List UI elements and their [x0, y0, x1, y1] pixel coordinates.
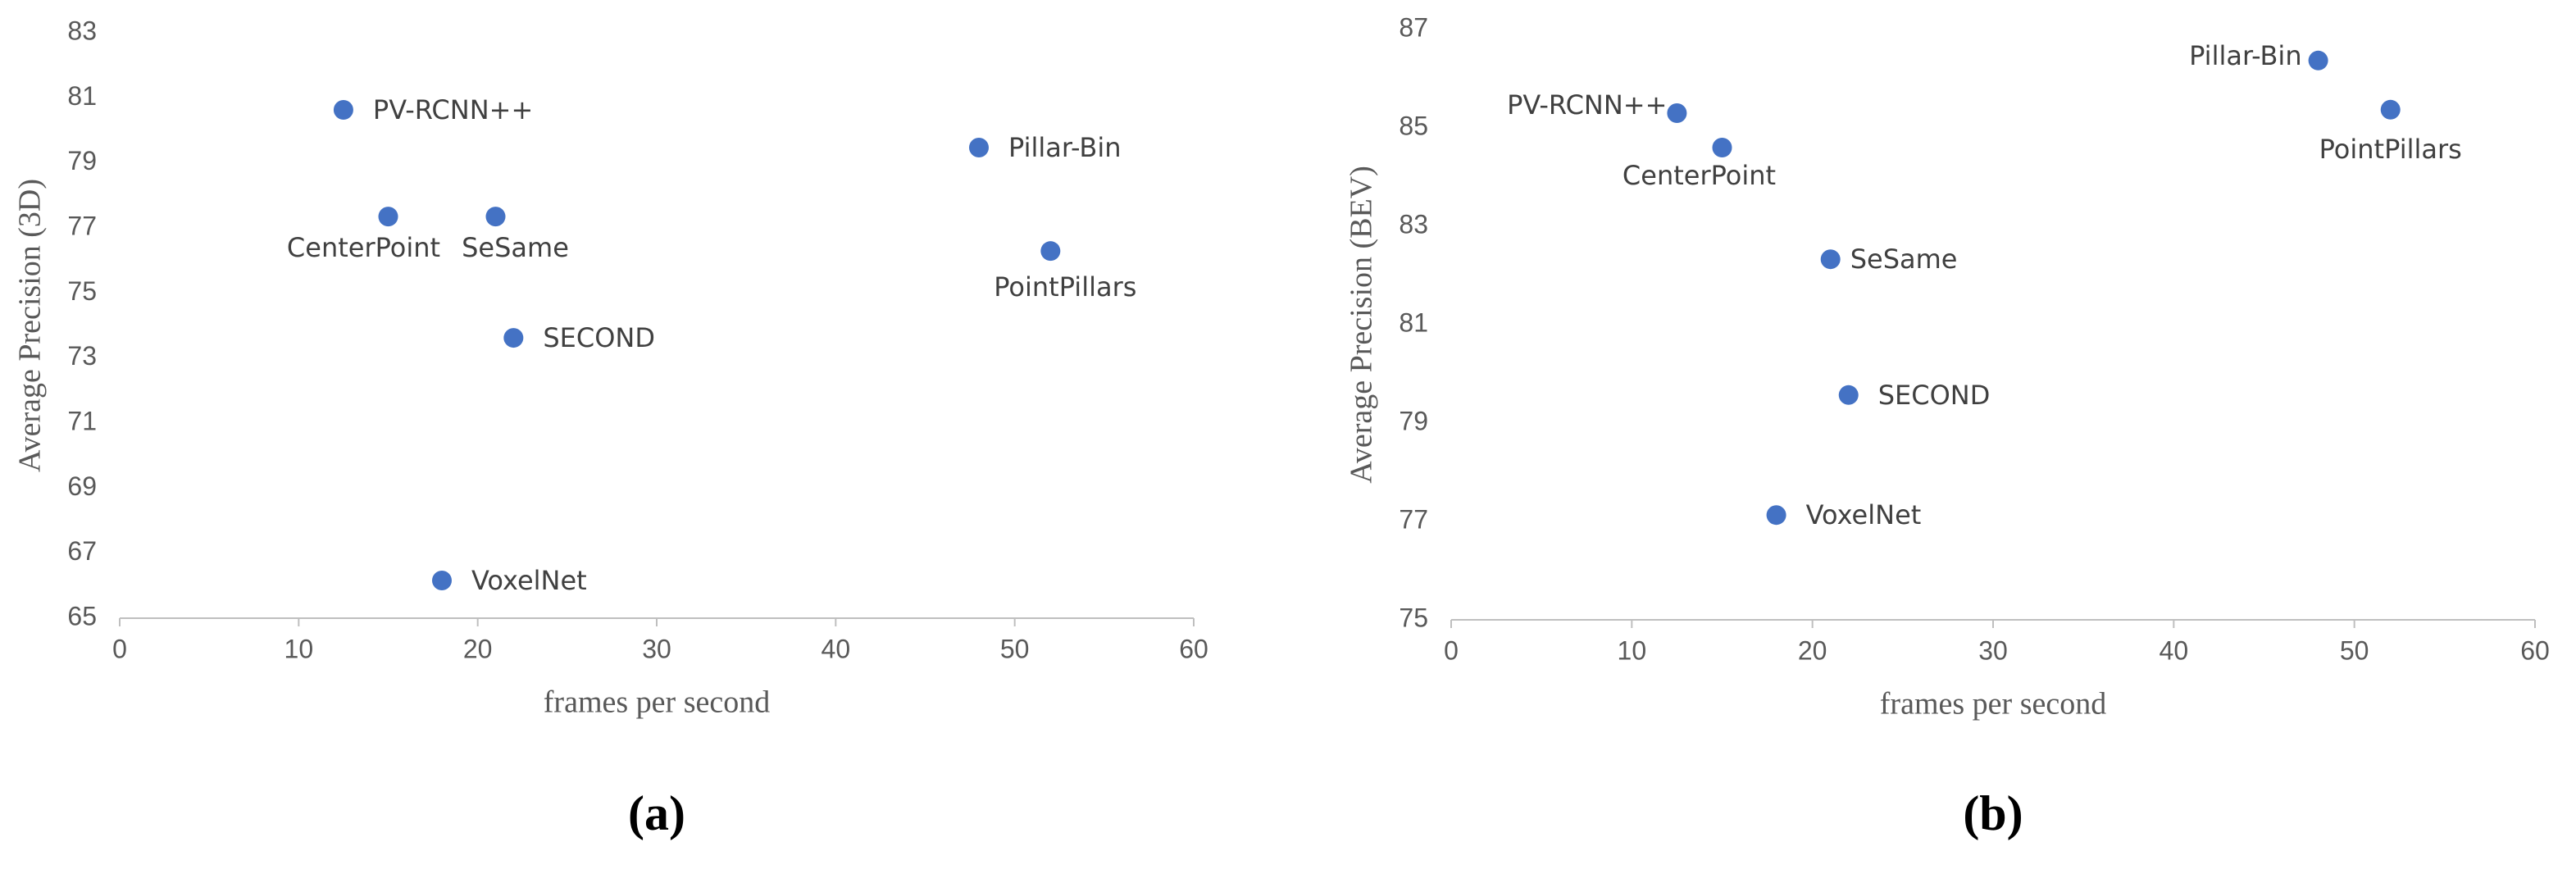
- y-tick-label: 83: [1399, 209, 1428, 239]
- point: [378, 207, 398, 227]
- x-tick-label: 60: [2520, 635, 2550, 665]
- caption: (b): [1963, 786, 2023, 840]
- point-label: SeSame: [1850, 244, 1958, 275]
- point-label: Pillar-Bin: [1008, 132, 1122, 163]
- point-label: CenterPoint: [287, 232, 440, 263]
- point: [432, 570, 452, 590]
- y-tick-label: 75: [67, 276, 97, 306]
- y-tick-label: 71: [67, 406, 97, 435]
- point: [1766, 505, 1786, 526]
- point: [1712, 138, 1732, 157]
- y-axis-title: Average Precision (3D): [13, 179, 48, 472]
- y-tick-label: 79: [67, 146, 97, 175]
- point: [1040, 241, 1061, 262]
- y-tick-label: 73: [67, 341, 97, 371]
- y-axis-title: Average Precision (BEV): [1345, 166, 1379, 484]
- y-tick-label: 81: [1399, 307, 1428, 337]
- point-label: SeSame: [462, 232, 569, 263]
- x-tick-label: 20: [463, 634, 493, 663]
- point-label: VoxelNet: [471, 565, 587, 596]
- point: [1820, 249, 1841, 270]
- y-tick-label: 67: [67, 536, 97, 566]
- x-tick-label: 0: [1444, 635, 1459, 665]
- y-tick-label: 77: [67, 211, 97, 240]
- point-label: VoxelNet: [1806, 499, 1922, 530]
- y-tick-label: 69: [67, 471, 97, 501]
- x-tick-label: 40: [821, 634, 851, 663]
- x-tick-label: 10: [284, 634, 314, 663]
- point: [485, 207, 506, 227]
- point: [333, 100, 353, 121]
- x-tick-label: 30: [1978, 635, 2008, 665]
- x-tick-label: 60: [1179, 634, 1208, 663]
- x-tick-label: 20: [1798, 635, 1827, 665]
- x-axis-title: frames per second: [1880, 687, 2106, 722]
- x-tick-label: 10: [1618, 635, 1647, 665]
- point-label: PointPillars: [2319, 134, 2462, 165]
- y-tick-label: 81: [67, 81, 97, 111]
- y-tick-label: 65: [67, 601, 97, 630]
- point: [969, 138, 989, 158]
- point-label: PointPillars: [994, 271, 1136, 303]
- x-axis-title: frames per second: [544, 685, 770, 720]
- y-tick-label: 85: [1399, 111, 1428, 140]
- y-tick-label: 79: [1399, 406, 1428, 435]
- point-label: Pillar-Bin: [2189, 40, 2302, 71]
- x-tick-label: 50: [2340, 635, 2369, 665]
- y-tick-label: 87: [1399, 12, 1428, 42]
- x-tick-label: 40: [2160, 635, 2189, 665]
- point-label: SECOND: [543, 322, 655, 353]
- y-tick-label: 83: [67, 16, 97, 45]
- caption: (a): [628, 786, 685, 840]
- point-label: SECOND: [1878, 380, 1991, 411]
- x-tick-label: 30: [642, 634, 671, 663]
- point-label: PV-RCNN++: [1507, 89, 1667, 121]
- x-tick-label: 0: [112, 634, 127, 663]
- y-tick-label: 77: [1399, 504, 1428, 534]
- x-tick-label: 50: [1000, 634, 1030, 663]
- point: [2308, 50, 2328, 71]
- point: [503, 328, 524, 348]
- point: [2380, 99, 2401, 120]
- point: [1667, 103, 1687, 123]
- y-tick-label: 75: [1399, 603, 1428, 632]
- point: [1838, 385, 1859, 405]
- point-label: CenterPoint: [1623, 160, 1776, 191]
- point-label: PV-RCNN++: [373, 94, 533, 125]
